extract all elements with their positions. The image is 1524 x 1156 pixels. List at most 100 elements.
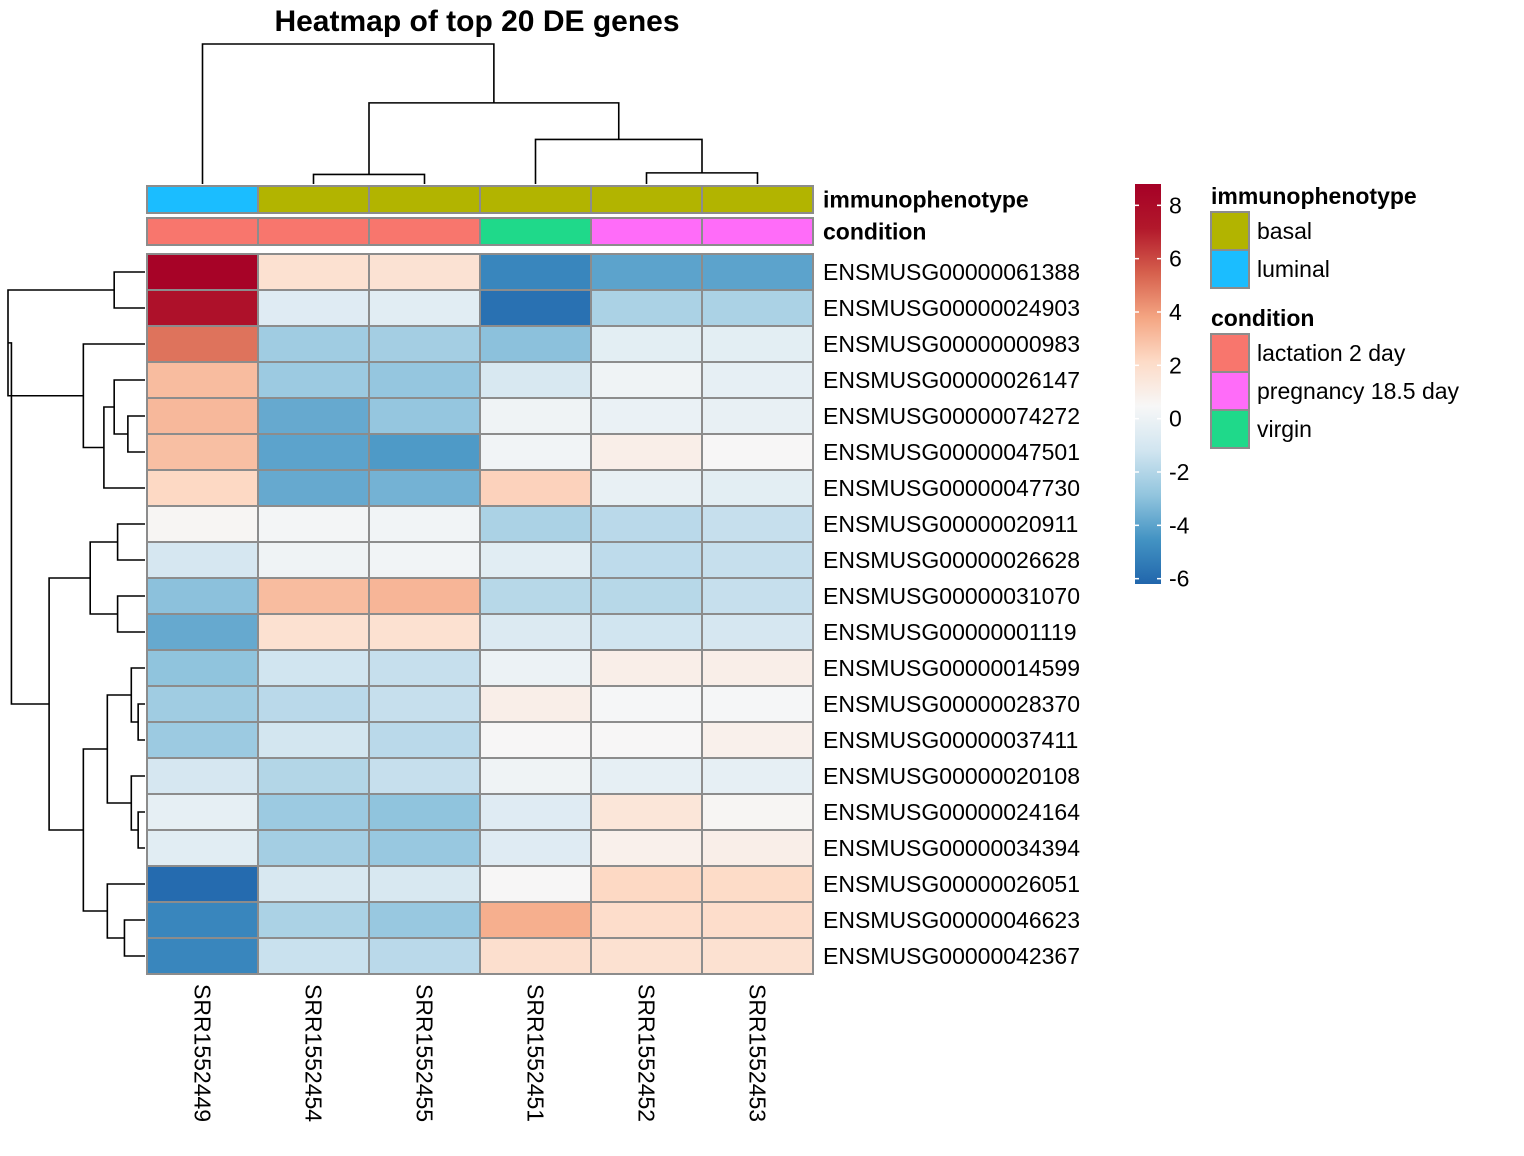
heatmap-cell bbox=[146, 361, 259, 399]
heatmap-cell bbox=[368, 685, 481, 723]
heatmap-cell bbox=[479, 433, 592, 471]
heatmap-cell bbox=[479, 541, 592, 579]
heatmap-cell bbox=[701, 361, 814, 399]
column-annotation-bars: immunophenotype condition bbox=[146, 185, 1029, 246]
heatmap-cell bbox=[257, 541, 370, 579]
heatmap-cell bbox=[479, 325, 592, 363]
heatmap-cell bbox=[701, 793, 814, 831]
column-label: SRR1552453 bbox=[745, 984, 771, 1122]
heatmap-cell bbox=[701, 289, 814, 327]
annotation-cell-condition bbox=[479, 217, 592, 246]
row-label: ENSMUSG00000074272 bbox=[823, 403, 1080, 429]
heatmap-cell bbox=[368, 649, 481, 687]
heatmap-cell bbox=[146, 937, 259, 975]
row-dendrogram bbox=[7, 271, 145, 957]
annotation-cell-immunophenotype bbox=[257, 185, 370, 214]
dendrogram-branch bbox=[82, 748, 108, 912]
heatmap-cell bbox=[368, 397, 481, 435]
heatmap-cell bbox=[368, 361, 481, 399]
color-scale-tick-label: -2 bbox=[1169, 459, 1189, 485]
heatmap-cell bbox=[146, 829, 259, 867]
legend-swatch bbox=[1210, 249, 1250, 289]
heatmap-cell bbox=[590, 685, 703, 723]
heatmap-cell bbox=[701, 865, 814, 903]
heatmap-cell bbox=[479, 721, 592, 759]
heatmap-cell bbox=[590, 289, 703, 327]
dendrogram-branch bbox=[106, 694, 132, 804]
heatmap-cell bbox=[146, 685, 259, 723]
annotation-label-immunophenotype: immunophenotype bbox=[823, 187, 1029, 213]
legend-item-label: virgin bbox=[1257, 416, 1312, 442]
annotation-cell-immunophenotype bbox=[479, 185, 592, 214]
legend-item-label: luminal bbox=[1257, 256, 1330, 282]
heatmap-cell bbox=[590, 649, 703, 687]
heatmap-cell bbox=[368, 577, 481, 615]
heatmap-cell bbox=[701, 721, 814, 759]
heatmap-cell bbox=[368, 757, 481, 795]
heatmap-cell bbox=[479, 937, 592, 975]
column-label: SRR1552455 bbox=[412, 984, 438, 1122]
heatmap-cell bbox=[146, 505, 259, 543]
heatmap-cell bbox=[479, 289, 592, 327]
dendrogram-branch bbox=[312, 173, 426, 184]
heatmap-cell bbox=[368, 325, 481, 363]
heatmap-cell bbox=[701, 469, 814, 507]
heatmap-cell bbox=[146, 577, 259, 615]
annotation-cell-immunophenotype bbox=[146, 185, 259, 214]
heatmap-cell bbox=[590, 577, 703, 615]
heatmap-cell bbox=[479, 865, 592, 903]
row-labels: ENSMUSG00000061388 ENSMUSG00000024903 ENSM… bbox=[823, 259, 1080, 969]
heatmap-cell bbox=[479, 577, 592, 615]
heatmap-cell bbox=[368, 721, 481, 759]
heatmap-cell bbox=[146, 289, 259, 327]
heatmap-cell bbox=[590, 397, 703, 435]
heatmap-cell bbox=[701, 253, 814, 291]
row-label: ENSMUSG00000000983 bbox=[823, 331, 1080, 357]
heatmap-cell bbox=[146, 721, 259, 759]
column-dendrogram bbox=[201, 43, 759, 184]
heatmap-cell bbox=[368, 433, 481, 471]
heatmap-cell bbox=[257, 469, 370, 507]
annotation-cell-condition bbox=[146, 217, 259, 246]
heatmap-cell bbox=[257, 901, 370, 939]
annotation-cell-condition bbox=[590, 217, 703, 246]
dendrogram-branch bbox=[645, 172, 759, 184]
color-scale-tick-label: 4 bbox=[1169, 299, 1182, 325]
heatmap-cell bbox=[590, 901, 703, 939]
color-scale-bar bbox=[1135, 184, 1161, 584]
dendrogram-branch bbox=[89, 541, 118, 615]
row-label: ENSMUSG00000026147 bbox=[823, 367, 1080, 393]
heatmap-cell bbox=[590, 433, 703, 471]
heatmap-cell bbox=[368, 541, 481, 579]
annotation-legend: immunophenotype basal luminal condition lact… bbox=[1210, 183, 1460, 449]
heatmap-cell bbox=[701, 613, 814, 651]
dendrogram-branch bbox=[137, 703, 145, 741]
dendrogram-branch bbox=[106, 883, 145, 939]
heatmap-cell bbox=[479, 649, 592, 687]
annotation-cell-immunophenotype bbox=[701, 185, 814, 214]
legend-swatch bbox=[1210, 333, 1250, 373]
color-scale-tick-label: 6 bbox=[1169, 246, 1182, 272]
legend-item-label: basal bbox=[1257, 218, 1312, 244]
heatmap-cell bbox=[368, 793, 481, 831]
heatmap-cell bbox=[257, 649, 370, 687]
legend-item-label: lactation 2 day bbox=[1257, 340, 1406, 366]
heatmap-cell bbox=[257, 613, 370, 651]
heatmap-cell bbox=[146, 793, 259, 831]
heatmap-cell bbox=[146, 541, 259, 579]
heatmap-cell bbox=[257, 397, 370, 435]
heatmap-cell bbox=[257, 325, 370, 363]
heatmap-cell bbox=[590, 721, 703, 759]
heatmap-cell bbox=[590, 469, 703, 507]
heatmap-cell bbox=[146, 613, 259, 651]
heatmap-cell bbox=[479, 757, 592, 795]
heatmap-cell bbox=[701, 901, 814, 939]
column-label: SRR1552452 bbox=[634, 984, 660, 1122]
heatmap-cell bbox=[368, 613, 481, 651]
heatmap-cell bbox=[368, 865, 481, 903]
heatmap-cell bbox=[479, 253, 592, 291]
row-label: ENSMUSG00000020108 bbox=[823, 763, 1080, 789]
annotation-cell-immunophenotype bbox=[368, 185, 481, 214]
heatmap-cell bbox=[368, 253, 481, 291]
